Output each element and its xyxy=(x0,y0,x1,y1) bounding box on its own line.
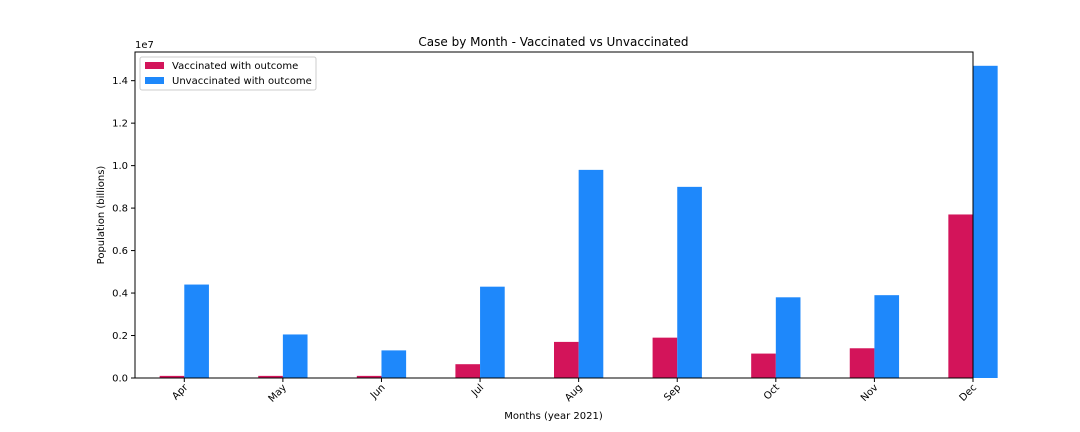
y-axis-label: Population (billions) xyxy=(96,166,107,265)
x-ticks-group: Apr May Jun Jul Aug Sep Oct Nov Dec xyxy=(170,378,979,405)
x-tick-label-oct: Oct xyxy=(762,382,782,402)
x-tick-label-jul: Jul xyxy=(469,382,486,399)
bar-vaccinated-dec xyxy=(948,214,973,378)
bar-vaccinated-jul xyxy=(455,364,481,378)
y-offset-text: 1e7 xyxy=(135,40,154,51)
bar-vaccinated-apr xyxy=(159,375,185,378)
y-tick-label: 1.2 xyxy=(112,119,128,130)
bar-unvaccinated-apr xyxy=(184,284,209,378)
x-tick-label-dec: Dec xyxy=(958,382,979,403)
bar-vaccinated-jun xyxy=(356,375,382,378)
y-tick-label: 0.6 xyxy=(112,246,128,257)
bar-vaccinated-aug xyxy=(554,341,579,378)
bar-unvaccinated-oct xyxy=(775,297,801,378)
legend-swatch-unvaccinated xyxy=(145,77,164,84)
bar-vaccinated-nov xyxy=(849,348,875,378)
bar-unvaccinated-may xyxy=(282,334,308,378)
bar-unvaccinated-aug xyxy=(578,169,604,378)
x-tick-label-aug: Aug xyxy=(563,382,585,404)
y-tick-label: 0.8 xyxy=(112,204,128,215)
y-tick-label: 1.0 xyxy=(112,161,128,172)
x-tick-label-apr: Apr xyxy=(170,382,191,403)
legend-box xyxy=(139,56,317,91)
y-tick-label: 1.4 xyxy=(112,76,128,87)
legend-label-vaccinated: Vaccinated with outcome xyxy=(172,61,298,72)
bar-unvaccinated-sep xyxy=(677,186,702,378)
legend: Vaccinated with outcome Unvaccinated with… xyxy=(139,56,317,91)
legend-label-unvaccinated: Unvaccinated with outcome xyxy=(172,76,312,87)
bar-unvaccinated-jun xyxy=(381,350,407,378)
y-ticks-group: 0.0 0.2 0.4 0.6 0.8 1.0 1.2 1.4 xyxy=(112,76,135,385)
x-tick-label-nov: Nov xyxy=(859,382,881,404)
bar-vaccinated-may xyxy=(258,375,283,378)
x-axis-label: Months (year 2021) xyxy=(504,411,603,422)
x-tick-label-sep: Sep xyxy=(662,382,683,403)
bar-vaccinated-oct xyxy=(751,353,776,378)
y-tick-label: 0.4 xyxy=(112,289,128,300)
x-tick-label-jun: Jun xyxy=(368,382,388,402)
plot-frame xyxy=(134,51,974,379)
x-tick-label-may: May xyxy=(267,382,289,404)
bar-unvaccinated-nov xyxy=(874,295,900,378)
bar-unvaccinated-dec xyxy=(973,65,998,379)
y-tick-label: 0.0 xyxy=(112,374,128,385)
legend-swatch-vaccinated xyxy=(145,62,164,69)
y-tick-label: 0.2 xyxy=(112,331,128,342)
chart-title: Case by Month - Vaccinated vs Unvaccinat… xyxy=(418,35,688,49)
bars-group xyxy=(159,65,998,379)
bar-vaccinated-sep xyxy=(652,337,678,378)
bar-unvaccinated-jul xyxy=(480,286,505,378)
